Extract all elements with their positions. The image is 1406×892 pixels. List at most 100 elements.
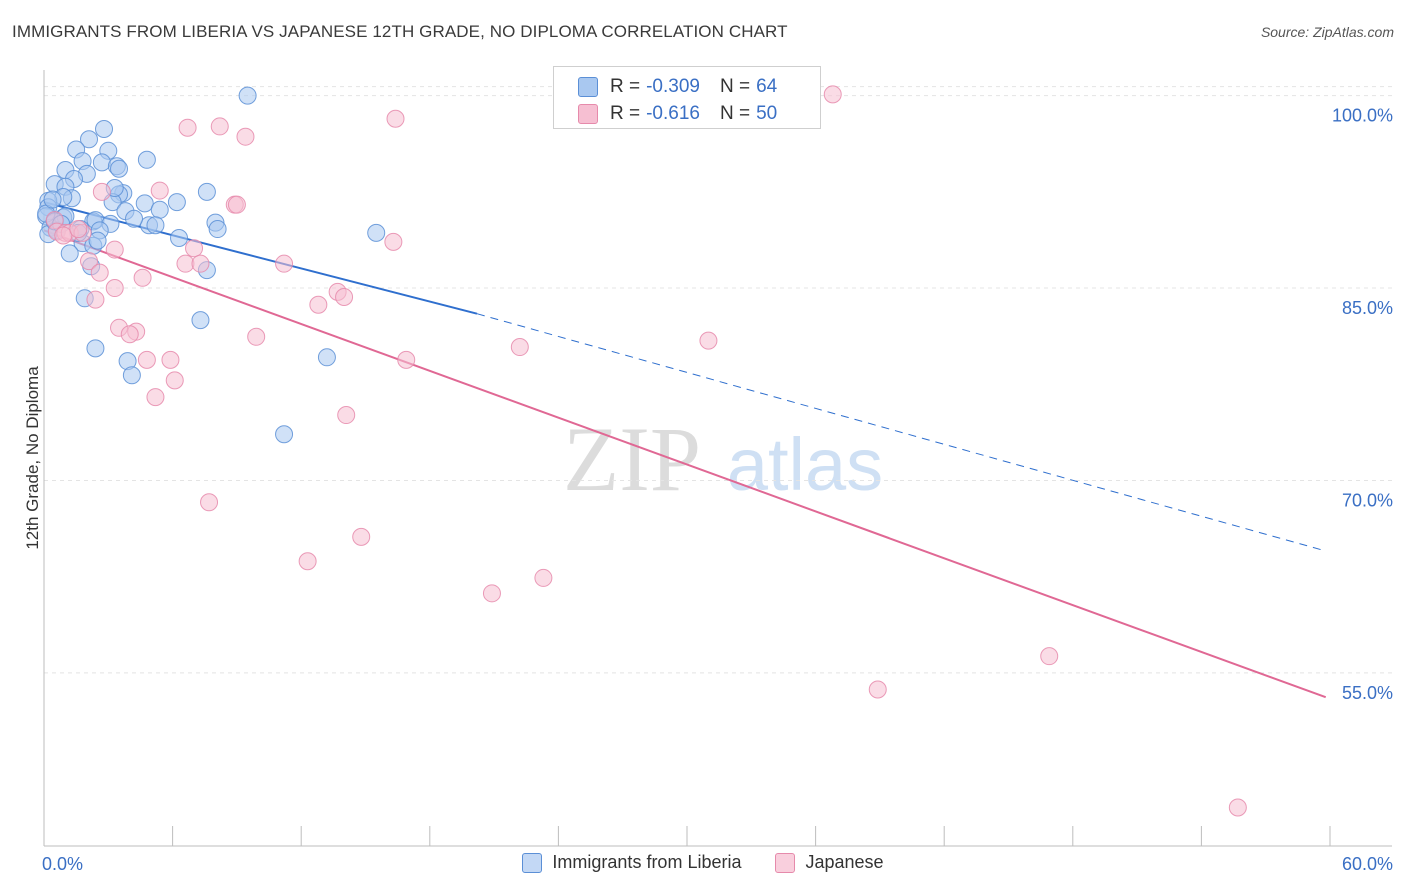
legend-swatch-liberia bbox=[522, 852, 543, 873]
point-japanese bbox=[90, 263, 109, 282]
point-liberia bbox=[110, 159, 129, 178]
point-japanese bbox=[210, 117, 229, 136]
point-liberia bbox=[95, 120, 114, 139]
point-liberia bbox=[191, 311, 210, 330]
y-tick-label: 55.0% bbox=[1342, 683, 1393, 703]
point-japanese bbox=[137, 350, 156, 369]
n-label: N = bbox=[719, 103, 751, 124]
point-liberia bbox=[125, 209, 144, 228]
point-liberia bbox=[60, 244, 79, 263]
point-japanese bbox=[185, 239, 204, 258]
point-liberia bbox=[92, 153, 111, 172]
point-japanese bbox=[699, 331, 718, 350]
point-liberia bbox=[367, 223, 386, 242]
point-japanese bbox=[482, 584, 501, 603]
point-liberia bbox=[275, 425, 294, 444]
point-japanese bbox=[133, 268, 152, 287]
y-tick-label: 70.0% bbox=[1342, 490, 1393, 510]
point-liberia bbox=[208, 220, 227, 239]
point-liberia bbox=[238, 86, 257, 105]
axes bbox=[43, 70, 1392, 847]
point-japanese bbox=[165, 371, 184, 390]
point-liberia bbox=[170, 229, 189, 248]
stats-legend: R = -0.309 N = 64 R = -0.616 N = 50 bbox=[553, 66, 821, 129]
point-japanese bbox=[120, 325, 139, 344]
legend-label-japanese: Japanese bbox=[805, 852, 884, 872]
point-liberia bbox=[122, 366, 141, 385]
stats-row-liberia: R = -0.309 N = 64 bbox=[578, 74, 777, 100]
point-japanese bbox=[86, 290, 105, 309]
point-japanese bbox=[275, 254, 294, 273]
point-japanese bbox=[352, 527, 371, 546]
point-liberia bbox=[167, 193, 186, 212]
point-liberia bbox=[197, 182, 216, 201]
point-japanese bbox=[191, 254, 210, 273]
liberia-swatch bbox=[578, 77, 598, 97]
chart-title: IMMIGRANTS FROM LIBERIA VS JAPANESE 12TH… bbox=[12, 22, 788, 41]
point-japanese bbox=[161, 350, 180, 369]
legend-item-japanese[interactable]: Japanese bbox=[775, 852, 884, 873]
x-tick-label-start: 0.0% bbox=[42, 854, 83, 874]
point-japanese bbox=[105, 279, 124, 298]
point-liberia bbox=[317, 348, 336, 367]
watermark-zip: ZIP bbox=[563, 408, 701, 510]
axis-labels: 55.0% 70.0% 85.0% 100.0% 0.0% 60.0% 12th Grade… bbox=[23, 106, 1393, 874]
japanese-swatch bbox=[578, 104, 598, 124]
y-axis-label: 12th Grade, No Diploma bbox=[23, 366, 42, 550]
point-japanese bbox=[1228, 798, 1247, 817]
point-japanese bbox=[309, 295, 328, 314]
point-japanese bbox=[247, 327, 266, 346]
point-japanese bbox=[146, 388, 165, 407]
point-japanese bbox=[178, 118, 197, 137]
n-value-japanese: 50 bbox=[756, 103, 778, 124]
point-liberia bbox=[137, 150, 156, 169]
point-japanese bbox=[384, 232, 403, 251]
legend-item-liberia[interactable]: Immigrants from Liberia bbox=[522, 852, 741, 873]
point-japanese bbox=[69, 220, 88, 239]
point-japanese bbox=[534, 568, 553, 587]
point-japanese bbox=[200, 493, 219, 512]
point-japanese bbox=[335, 288, 354, 307]
r-value-liberia: -0.309 bbox=[646, 76, 700, 97]
n-value-liberia: 64 bbox=[756, 76, 778, 97]
point-liberia bbox=[43, 190, 62, 209]
stats-row-japanese: R = -0.616 N = 50 bbox=[578, 101, 777, 127]
point-japanese bbox=[868, 680, 887, 699]
watermark-atlas: atlas bbox=[727, 423, 883, 506]
point-japanese bbox=[510, 338, 529, 357]
point-japanese bbox=[227, 195, 246, 214]
point-japanese bbox=[54, 226, 73, 245]
point-liberia bbox=[86, 339, 105, 358]
x-tick-label-end: 60.0% bbox=[1342, 854, 1393, 874]
point-liberia bbox=[146, 216, 165, 235]
point-japanese bbox=[150, 181, 169, 200]
point-japanese bbox=[105, 240, 124, 259]
point-japanese bbox=[92, 182, 111, 201]
n-label: N = bbox=[719, 76, 751, 97]
data-points bbox=[37, 85, 1247, 817]
point-liberia bbox=[88, 231, 107, 250]
point-japanese bbox=[823, 85, 842, 104]
grid-lines bbox=[44, 86, 1392, 674]
y-tick-label: 100.0% bbox=[1332, 106, 1393, 126]
series-legend: Immigrants from Liberia Japanese bbox=[0, 852, 1406, 873]
point-liberia bbox=[80, 130, 99, 149]
legend-label-liberia: Immigrants from Liberia bbox=[552, 852, 742, 872]
point-japanese bbox=[236, 127, 255, 146]
r-label: R = bbox=[610, 103, 641, 124]
point-liberia bbox=[135, 194, 154, 213]
trend-line-liberia-extension bbox=[476, 313, 1326, 552]
y-tick-label: 85.0% bbox=[1342, 298, 1393, 318]
r-value-japanese: -0.616 bbox=[646, 103, 700, 124]
point-japanese bbox=[298, 552, 317, 571]
point-japanese bbox=[337, 406, 356, 425]
r-label: R = bbox=[610, 76, 641, 97]
point-japanese bbox=[80, 252, 99, 271]
trend-line-japanese bbox=[43, 229, 1327, 699]
point-liberia bbox=[150, 200, 169, 219]
point-japanese bbox=[176, 254, 195, 273]
point-japanese bbox=[386, 109, 405, 128]
point-japanese bbox=[1040, 647, 1059, 666]
source-label: Source: ZipAtlas.com bbox=[1260, 24, 1394, 40]
